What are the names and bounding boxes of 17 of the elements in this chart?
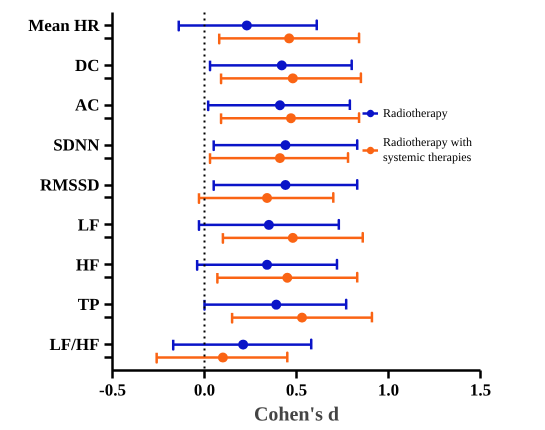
x-tick-label: -0.5 <box>99 380 126 400</box>
x-tick-label: 1.5 <box>470 380 492 400</box>
legend-label: Radiotherapy <box>383 106 448 120</box>
y-tick-label: RMSSD <box>40 176 100 195</box>
x-tick-label: 0.0 <box>194 380 216 400</box>
x-axis-title: Cohen's d <box>254 404 340 426</box>
y-tick-label: DC <box>74 56 100 75</box>
legend-label: Radiotherapy with systemic therapies <box>383 135 472 165</box>
y-tick-label: HF <box>76 255 100 274</box>
x-tick-label: 0.5 <box>286 380 308 400</box>
y-tick-label: LF/HF <box>49 335 100 354</box>
y-tick-label: SDNN <box>53 136 100 155</box>
x-tick-label: 1.0 <box>378 380 400 400</box>
y-tick-label: Mean HR <box>28 16 100 35</box>
y-tick-label: AC <box>74 96 100 115</box>
y-tick-label: LF <box>78 215 100 234</box>
y-tick-label: TP <box>78 295 100 314</box>
